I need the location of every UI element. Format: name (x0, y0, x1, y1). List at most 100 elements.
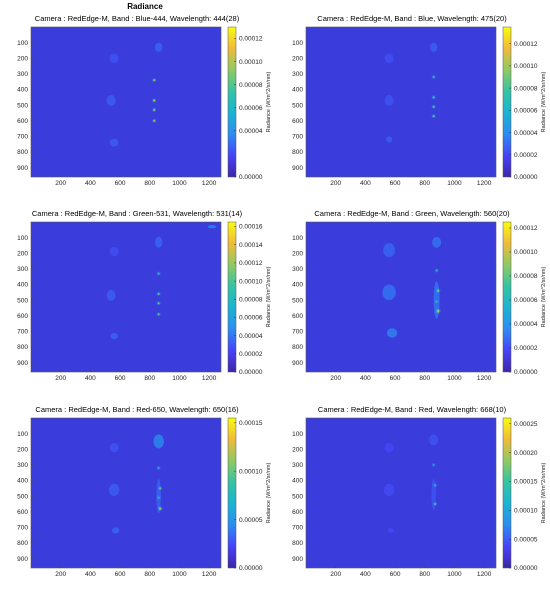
x-tick-label: 400 (85, 571, 96, 578)
y-tick-label: 200 (17, 55, 28, 62)
diffuse-patch (429, 42, 438, 52)
x-tick-label: 600 (390, 180, 401, 187)
bright-spot (432, 105, 435, 108)
colorbar (227, 26, 237, 178)
bright-spot (435, 269, 438, 272)
heatmap-area (30, 26, 222, 178)
spot-halo (156, 466, 161, 470)
heatmap-panel-1: Camera : RedEdge-M, Band : Blue-444, Wav… (17, 14, 272, 187)
colorbar-tick-label: 0.00015 (514, 479, 538, 486)
colorbar-tick-label: 0.00000 (239, 174, 263, 181)
bright-spot (432, 115, 435, 118)
bright-spot (157, 313, 160, 316)
y-tick-label: 700 (17, 525, 28, 532)
x-tick-label: 200 (55, 375, 66, 382)
colorbar-tick-label: 0.00002 (514, 152, 538, 159)
diffuse-patch (431, 478, 436, 511)
diffuse-patch (384, 94, 394, 106)
diffuse-patch (387, 528, 394, 533)
colorbar-tick-label: 0.00012 (514, 41, 538, 48)
heatmap-area (30, 221, 222, 373)
y-tick-label: 200 (292, 55, 303, 62)
diffuse-patch (109, 443, 119, 453)
spot-halo (152, 107, 157, 112)
y-tick-label: 500 (292, 297, 303, 304)
spot-halo (434, 299, 439, 304)
bright-spot (157, 496, 160, 499)
x-tick-label: 600 (115, 571, 126, 578)
y-tick-label: 600 (17, 118, 28, 125)
y-tick-label: 500 (292, 493, 303, 500)
colorbar-tick-label: 0.00010 (514, 508, 538, 515)
colorbar (227, 221, 237, 373)
x-tick-label: 400 (85, 180, 96, 187)
colorbar-tick-label: 0.00012 (514, 225, 538, 232)
colorbar-tick-label: 0.00006 (514, 108, 538, 115)
spot-halo (431, 104, 436, 109)
diffuse-patch (154, 236, 163, 248)
diffuse-patch (384, 443, 394, 453)
y-tick-label: 400 (292, 478, 303, 485)
x-tick-label: 1200 (202, 375, 217, 382)
spot-halo (433, 483, 438, 488)
colorbar-label: Radiance (W/m^2/sr/nm) (266, 267, 272, 328)
colorbar-tick-label: 0.00010 (239, 59, 263, 66)
bright-spot (157, 467, 160, 469)
diffuse-patch (207, 225, 217, 229)
bright-spot (436, 289, 440, 292)
y-tick-label: 400 (292, 87, 303, 94)
heatmap-panel-6: Camera : RedEdge-M, Band : Red, Waveleng… (292, 405, 547, 578)
y-tick-label: 100 (17, 431, 28, 438)
x-tick-label: 1200 (202, 180, 217, 187)
y-tick-label: 800 (292, 540, 303, 547)
colorbar-tick-label: 0.00002 (514, 345, 538, 352)
panel-title: Camera : RedEdge-M, Band : Red-650, Wave… (35, 405, 239, 414)
bright-spot (159, 487, 162, 490)
panel-title: Camera : RedEdge-M, Band : Green, Wavele… (314, 209, 510, 218)
bright-spot (435, 300, 438, 303)
spot-halo (431, 75, 436, 79)
bright-spot (432, 463, 435, 466)
y-tick-label: 300 (292, 266, 303, 273)
y-tick-label: 900 (17, 360, 28, 367)
x-tick-label: 200 (330, 571, 341, 578)
y-tick-label: 300 (17, 71, 28, 78)
heatmap-features (382, 236, 442, 338)
colorbar-tick-label: 0.00012 (239, 36, 263, 43)
colorbar-tick-label: 0.00002 (239, 351, 263, 358)
diffuse-patch (109, 53, 119, 63)
diffuse-patch (383, 243, 396, 258)
colorbar-tick-label: 0.00000 (514, 565, 538, 572)
y-tick-label: 300 (292, 71, 303, 78)
spot-halo (156, 495, 161, 500)
y-tick-label: 500 (17, 493, 28, 500)
heatmap-features (383, 434, 439, 533)
panel-title: Camera : RedEdge-M, Band : Green-531, Wa… (32, 209, 243, 218)
colorbar-tick-label: 0.00010 (514, 63, 538, 70)
y-tick-label: 500 (17, 102, 28, 109)
x-tick-label: 800 (144, 571, 155, 578)
y-tick-label: 400 (17, 478, 28, 485)
y-tick-label: 700 (292, 525, 303, 532)
heatmap-panel-4: Camera : RedEdge-M, Band : Green, Wavele… (292, 209, 547, 382)
x-tick-label: 800 (144, 375, 155, 382)
colorbar-label: Radiance (W/m^2/sr/nm) (541, 72, 547, 133)
y-tick-label: 100 (292, 431, 303, 438)
y-tick-label: 900 (17, 165, 28, 172)
bright-spot (434, 484, 437, 487)
x-tick-label: 1000 (172, 571, 187, 578)
bright-spot (432, 96, 435, 99)
heatmap-features (108, 434, 164, 534)
x-tick-label: 400 (360, 180, 371, 187)
diffuse-patch (108, 483, 120, 497)
colorbar-tick-label: 0.00005 (514, 536, 538, 543)
y-tick-label: 600 (292, 118, 303, 125)
colorbar-tick-label: 0.00010 (514, 249, 538, 256)
colorbar-tick-label: 0.00008 (239, 296, 263, 303)
colorbar-tick-label: 0.00008 (514, 273, 538, 280)
spot-halo (433, 501, 438, 507)
colorbar-tick-label: 0.00000 (239, 369, 263, 376)
x-tick-label: 200 (330, 375, 341, 382)
x-tick-label: 200 (55, 571, 66, 578)
